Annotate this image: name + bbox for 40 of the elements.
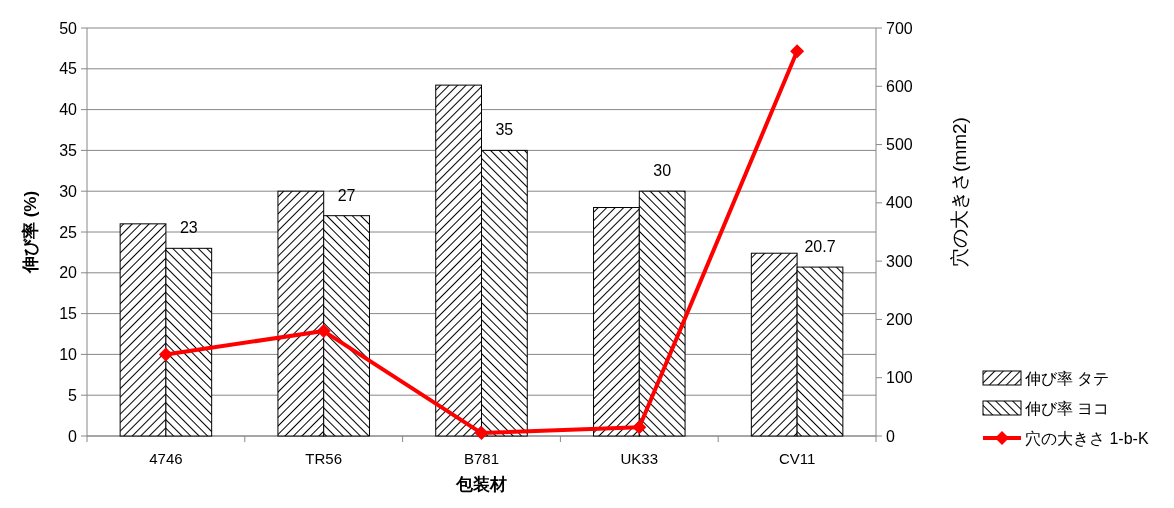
y-tick-label: 10 [59, 346, 78, 363]
data-label: 27 [337, 186, 356, 204]
data-label: 30 [653, 162, 672, 180]
point [790, 44, 805, 59]
point [158, 347, 173, 362]
y-axis-title: 伸び率 (%) [21, 190, 40, 275]
y-tick-label: 35 [59, 142, 78, 159]
y2-axis-title: 穴の大きさ(mm2) [949, 117, 970, 267]
y-tick-label: 50 [59, 19, 78, 37]
y-tick-label: 15 [59, 305, 78, 323]
x-tick-label: TR56 [305, 450, 343, 467]
x-tick-label: B781 [463, 450, 500, 467]
data-label: 20.7 [804, 238, 836, 256]
data-label: 23 [179, 219, 198, 237]
legend-label: 穴の大きさ 1-b-K [1025, 429, 1149, 447]
legend-label: 伸び率 ヨコ [1024, 399, 1110, 417]
y2-tick-label: 200 [886, 311, 913, 329]
y2-tick-label: 400 [886, 194, 913, 212]
y2-tick-label: 700 [886, 19, 913, 37]
y-tick-label: 20 [59, 264, 78, 282]
y-tick-label: 0 [68, 427, 78, 445]
y2-tick-label: 300 [886, 252, 913, 270]
point [316, 324, 331, 339]
y-tick-label: 40 [59, 101, 78, 119]
y2-tick-label: 0 [886, 427, 895, 445]
y-tick-label: 5 [68, 386, 78, 404]
y-tick-label: 45 [59, 60, 78, 78]
legend-label: 伸び率 タテ [1024, 369, 1110, 387]
y2-tick-label: 100 [886, 369, 913, 387]
data-label: 35 [495, 121, 514, 139]
x-tick-label: CV11 [778, 450, 816, 467]
point [474, 426, 489, 441]
x-tick-label: UK33 [620, 450, 659, 467]
y2-tick-label: 500 [886, 136, 913, 154]
y-tick-label: 25 [59, 223, 78, 241]
y2-tick-label: 600 [886, 77, 913, 95]
x-axis-title: 包装材 [455, 475, 507, 494]
y-tick-label: 30 [59, 182, 78, 200]
point [632, 420, 647, 435]
x-tick-label: 4746 [149, 450, 183, 467]
